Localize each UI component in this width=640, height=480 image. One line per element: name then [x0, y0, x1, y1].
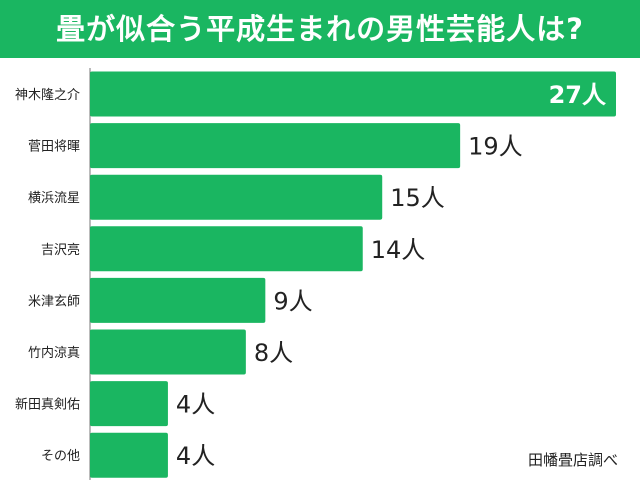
bar: [90, 71, 616, 117]
bar: [90, 174, 383, 220]
bar: [90, 329, 246, 375]
bar: [90, 381, 168, 427]
category-label: 横浜流星: [28, 191, 80, 206]
title-banner: [0, 0, 640, 58]
category-label: 神木隆之介: [15, 88, 80, 103]
category-label: 菅田将暉: [28, 140, 80, 155]
value-label: 27人: [549, 81, 606, 109]
source-note: 田幡畳店調べ: [527, 451, 618, 469]
bar: [90, 226, 363, 272]
category-label: 米津玄師: [28, 294, 80, 309]
category-label: 竹内涼真: [28, 345, 80, 361]
chart-title: 畳が似合う平成生まれの男性芸能人は?: [56, 12, 584, 46]
value-label: 15人: [390, 184, 445, 212]
bar: [90, 123, 461, 169]
value-label: 19人: [468, 133, 523, 161]
bar: [90, 432, 168, 478]
value-label: 4人: [176, 442, 215, 470]
value-label: 8人: [254, 339, 293, 367]
value-label: 9人: [273, 287, 312, 315]
category-label: 吉沢亮: [41, 242, 80, 258]
category-label: 新田真剣佑: [15, 397, 80, 413]
value-label: 14人: [371, 236, 426, 264]
value-label: 4人: [176, 391, 215, 419]
bar: [90, 277, 266, 323]
category-label: その他: [41, 449, 80, 464]
